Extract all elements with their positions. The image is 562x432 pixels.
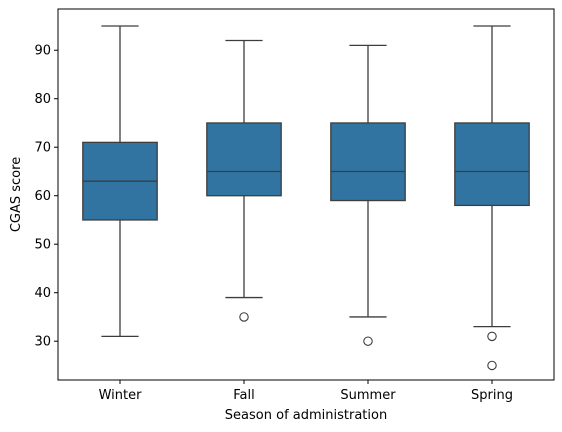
x-tick-label: Fall [233, 388, 254, 403]
outlier-point [487, 360, 497, 371]
outlier-point [363, 336, 373, 346]
box-winter [82, 25, 158, 338]
y-axis: 30 40 50 60 70 80 90 [34, 44, 58, 350]
x-axis: Winter Fall Summer Spring [99, 380, 513, 403]
iqr-box [206, 122, 282, 197]
x-tick-label: Winter [99, 388, 143, 403]
y-tick-label: 70 [34, 141, 51, 156]
y-tick-label: 30 [34, 335, 51, 350]
y-tick-label: 60 [34, 189, 51, 204]
box-fall [206, 39, 282, 322]
outlier-point [239, 312, 249, 322]
y-tick-label: 90 [34, 44, 51, 59]
plot-frame [57, 8, 555, 381]
plot-area [82, 25, 530, 371]
x-tick-label: Summer [340, 388, 396, 403]
x-axis-title: Season of administration [225, 408, 387, 423]
box-summer [330, 44, 406, 346]
y-tick-label: 80 [34, 92, 51, 107]
y-tick-label: 50 [34, 238, 51, 253]
y-axis-title: CGAS score [9, 157, 24, 232]
y-tick-label: 40 [34, 286, 51, 301]
iqr-box [454, 122, 530, 207]
outlier-point [487, 331, 497, 342]
iqr-box [330, 122, 406, 202]
box-spring [454, 25, 530, 371]
x-tick-label: Spring [471, 388, 513, 403]
